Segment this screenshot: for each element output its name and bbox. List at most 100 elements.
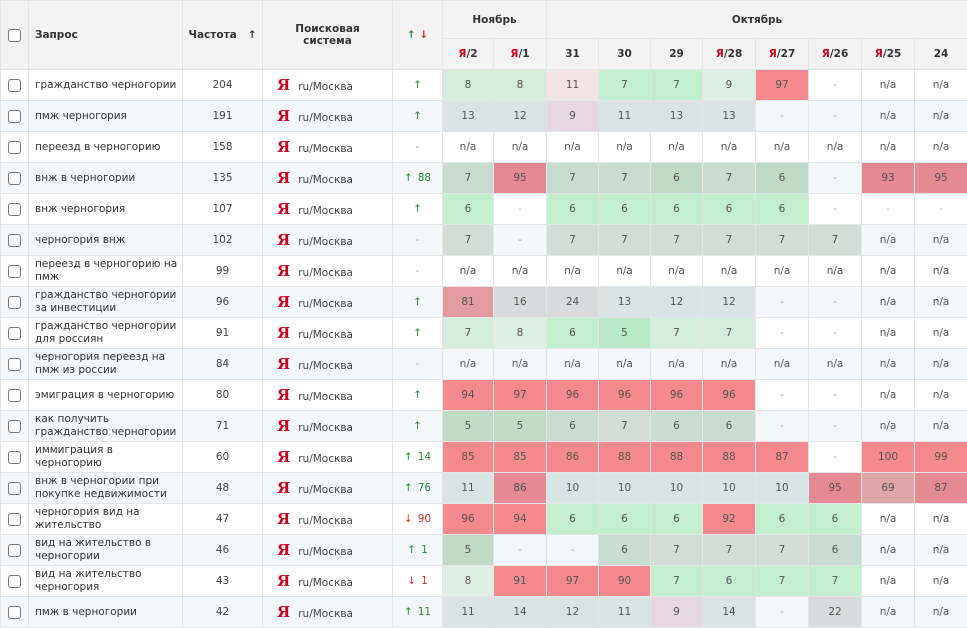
position-cell[interactable]: n/a [443,349,494,380]
position-cell[interactable]: 6 [547,411,599,442]
column-header-frequency[interactable]: Частота ↑ [183,1,263,70]
position-cell[interactable]: 13 [443,101,494,132]
position-cell[interactable]: - [809,163,862,194]
position-cell[interactable]: 10 [651,473,703,504]
position-cell[interactable]: n/a [915,535,967,566]
position-cell[interactable]: 6 [756,163,809,194]
position-cell[interactable]: 7 [756,535,809,566]
position-cell[interactable]: 7 [703,163,756,194]
position-cell[interactable]: 11 [599,597,651,628]
position-cell[interactable]: n/a [443,132,494,163]
position-cell[interactable]: n/a [862,287,915,318]
row-checkbox[interactable] [8,513,21,526]
position-cell[interactable]: 9 [651,597,703,628]
position-cell[interactable]: n/a [599,349,651,380]
column-header-query[interactable]: Запрос [29,1,183,70]
position-cell[interactable]: 7 [547,225,599,256]
position-cell[interactable]: n/a [703,132,756,163]
position-cell[interactable]: 8 [494,70,547,101]
position-cell[interactable]: 9 [547,101,599,132]
position-cell[interactable]: 100 [862,442,915,473]
position-cell[interactable]: n/a [756,349,809,380]
position-cell[interactable]: 7 [443,318,494,349]
position-cell[interactable]: 6 [809,504,862,535]
position-cell[interactable]: 12 [703,287,756,318]
position-cell[interactable]: 6 [651,163,703,194]
position-cell[interactable]: n/a [862,535,915,566]
position-cell[interactable]: 7 [651,70,703,101]
position-cell[interactable]: - [494,194,547,225]
position-cell[interactable]: - [809,194,862,225]
position-cell[interactable]: 8 [494,318,547,349]
position-cell[interactable]: 87 [915,473,967,504]
position-cell[interactable]: n/a [651,132,703,163]
position-cell[interactable]: n/a [756,132,809,163]
row-checkbox[interactable] [8,358,21,371]
row-checkbox[interactable] [8,420,21,433]
position-cell[interactable]: 81 [443,287,494,318]
position-cell[interactable]: 13 [651,101,703,132]
position-cell[interactable]: 6 [809,535,862,566]
day-header[interactable]: 30 [599,39,651,70]
day-header[interactable]: Я/25 [862,39,915,70]
position-cell[interactable]: 6 [651,194,703,225]
position-cell[interactable]: 24 [547,287,599,318]
position-cell[interactable]: - [756,287,809,318]
position-cell[interactable]: n/a [756,256,809,287]
position-cell[interactable]: 16 [494,287,547,318]
position-cell[interactable]: 7 [599,225,651,256]
row-checkbox[interactable] [8,172,21,185]
position-cell[interactable]: 8 [443,70,494,101]
position-cell[interactable]: - [809,380,862,411]
position-cell[interactable]: n/a [915,411,967,442]
position-cell[interactable]: - [809,70,862,101]
position-cell[interactable]: 7 [599,163,651,194]
row-checkbox[interactable] [8,141,21,154]
position-cell[interactable]: 5 [599,318,651,349]
day-header[interactable]: 24 [915,39,967,70]
position-cell[interactable]: 13 [599,287,651,318]
position-cell[interactable]: - [494,225,547,256]
position-cell[interactable]: 12 [651,287,703,318]
position-cell[interactable]: 90 [599,566,651,597]
row-checkbox[interactable] [8,110,21,123]
position-cell[interactable]: 6 [651,504,703,535]
sort-arrow-icon[interactable]: ↑ [248,29,257,41]
position-cell[interactable]: n/a [862,101,915,132]
position-cell[interactable]: 85 [443,442,494,473]
position-cell[interactable]: 6 [547,194,599,225]
position-cell[interactable]: 6 [703,194,756,225]
position-cell[interactable]: 7 [651,225,703,256]
column-header-engine[interactable]: Поисковая система [263,1,393,70]
day-header[interactable]: 31 [547,39,599,70]
position-cell[interactable]: 95 [809,473,862,504]
position-cell[interactable]: n/a [547,132,599,163]
position-cell[interactable]: 6 [599,535,651,566]
position-cell[interactable]: n/a [547,256,599,287]
position-cell[interactable]: 7 [809,566,862,597]
position-cell[interactable]: 7 [703,318,756,349]
position-cell[interactable]: n/a [915,504,967,535]
position-cell[interactable]: - [915,194,967,225]
position-cell[interactable]: n/a [547,349,599,380]
position-cell[interactable]: n/a [443,256,494,287]
row-checkbox[interactable] [8,606,21,619]
position-cell[interactable]: n/a [862,225,915,256]
position-cell[interactable]: 7 [651,566,703,597]
position-cell[interactable]: 86 [494,473,547,504]
position-cell[interactable]: 7 [547,163,599,194]
position-cell[interactable]: 6 [703,566,756,597]
position-cell[interactable]: - [809,318,862,349]
position-cell[interactable]: n/a [915,132,967,163]
select-all-checkbox[interactable] [8,29,21,42]
